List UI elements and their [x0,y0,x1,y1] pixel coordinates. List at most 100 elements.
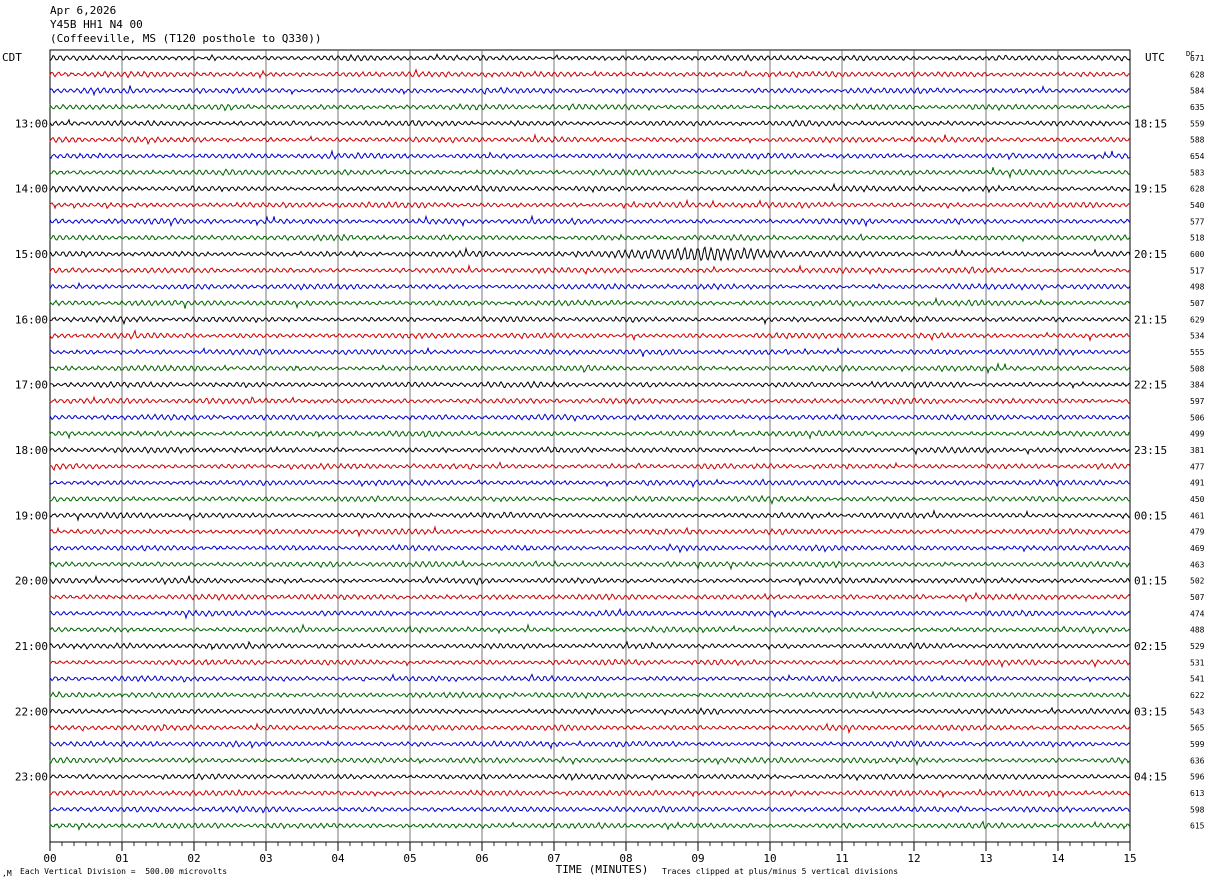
footer-clip: Traces clipped at plus/minus 5 vertical … [662,867,899,876]
x-tick-label: 03 [259,852,272,865]
seismic-trace [49,755,1131,767]
x-tick-label: 14 [1051,852,1065,865]
station-location: (Coffeeville, MS (T120 posthole to Q330)… [50,32,322,45]
seismic-trace [49,149,1131,161]
cdt-hour-label: 23:00 [15,771,48,784]
dc-offset-label: 381 [1190,446,1205,455]
station-code: Y45B HH1 N4 00 [50,18,143,31]
dc-offset-label: 628 [1190,70,1205,79]
seismic-trace [49,329,1131,342]
left-axis-label: CDT [2,51,22,64]
x-tick-label: 13 [979,852,992,865]
seismic-trace [49,574,1131,587]
cdt-hour-label: 18:00 [15,444,48,457]
seismic-trace [49,706,1131,716]
dc-offset-label: 477 [1190,462,1205,471]
utc-hour-label: 03:15 [1134,705,1167,718]
seismic-trace [49,85,1131,97]
cdt-hour-label: 15:00 [15,248,48,261]
seismic-trace [49,658,1131,669]
seismic-trace [49,640,1131,651]
corner-mark: ,M [2,869,12,878]
dc-offset-label: 555 [1190,348,1205,357]
dc-offset-label: 463 [1190,560,1205,569]
x-tick-label: 05 [403,852,416,865]
cdt-hour-label: 22:00 [15,705,48,718]
seismic-trace [49,167,1131,179]
dc-offset-label: 583 [1190,168,1205,177]
dc-offset-label: 671 [1190,54,1205,63]
x-tick-label: 06 [475,852,488,865]
seismic-trace [49,673,1131,683]
dc-offset-label: 507 [1190,593,1205,602]
seismic-trace [49,591,1131,603]
seismic-trace [49,214,1131,228]
seismic-trace [49,805,1131,814]
dc-offset-label: 628 [1190,185,1205,194]
seismic-trace [49,380,1130,390]
dc-offset-label: 540 [1190,201,1205,210]
dc-offset-label: 577 [1190,217,1205,226]
seismic-trace [49,296,1131,310]
x-tick-label: 11 [835,852,848,865]
cdt-hour-label: 16:00 [15,313,48,326]
seismic-trace [49,772,1131,782]
dc-offset-label: 541 [1190,675,1205,684]
cdt-hour-label: 13:00 [15,117,48,130]
dc-offset-label: 615 [1190,822,1205,831]
seismic-trace [49,395,1131,405]
dc-offset-label: 531 [1190,658,1205,667]
dc-offset-label: 517 [1190,266,1205,275]
x-tick-label: 00 [43,852,56,865]
cdt-hour-label: 17:00 [15,379,48,392]
seismic-trace [49,494,1131,506]
x-tick-label: 10 [763,852,776,865]
seismic-trace [49,246,1131,262]
dc-offset-label: 559 [1190,119,1205,128]
seismic-trace [49,525,1131,538]
dc-offset-label: 498 [1190,283,1205,292]
right-axis-label: UTC [1145,51,1165,64]
dc-offset-label: 450 [1190,495,1205,504]
x-tick-label: 09 [691,852,704,865]
seismic-trace [49,722,1131,735]
seismic-trace [49,281,1131,291]
utc-hour-label: 20:15 [1134,248,1167,261]
dc-offset-label: 635 [1190,103,1205,112]
footer-scale: Each Vertical Division = 500.00 microvol… [20,867,228,876]
dc-offset-label: 588 [1190,136,1205,145]
utc-hour-label: 04:15 [1134,771,1167,784]
x-tick-label: 02 [187,852,200,865]
dc-offset-label: 507 [1190,299,1205,308]
dc-offset-label: 529 [1190,642,1205,651]
seismic-trace [49,508,1131,522]
cdt-hour-label: 19:00 [15,509,48,522]
x-axis-label: TIME (MINUTES) [556,863,649,876]
dc-offset-label: 502 [1190,577,1205,586]
seismic-trace [49,52,1131,62]
seismic-trace [49,198,1131,210]
utc-hour-label: 21:15 [1134,313,1167,326]
dc-offset-label: 597 [1190,397,1205,406]
seismic-trace [49,543,1131,554]
dc-offset-label: 565 [1190,724,1205,733]
seismic-trace [49,445,1131,456]
seismic-trace [49,461,1131,472]
utc-hour-label: 00:15 [1134,509,1167,522]
seismic-trace [49,623,1131,635]
x-tick-label: 08 [619,852,632,865]
seismic-trace [49,182,1131,194]
dc-offset-label: 600 [1190,250,1205,259]
plot-frame [49,49,1131,843]
utc-hour-label: 01:15 [1134,575,1167,588]
seismic-trace [49,263,1131,276]
utc-hour-label: 02:15 [1134,640,1167,653]
dc-offset-label: 491 [1190,479,1205,488]
cdt-hour-label: 14:00 [15,183,48,196]
dc-offset-label: 599 [1190,740,1205,749]
dc-offset-label: 654 [1190,152,1205,161]
seismic-trace [49,478,1131,489]
dc-offset-label: 534 [1190,332,1205,341]
dc-offset-label: 543 [1190,707,1205,716]
